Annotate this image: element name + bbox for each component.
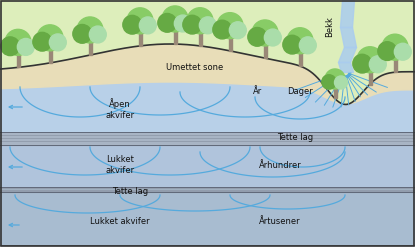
Circle shape	[183, 15, 202, 34]
Bar	[17, 51, 20, 67]
Circle shape	[378, 42, 397, 61]
Text: Tette lag: Tette lag	[112, 186, 148, 195]
Bar	[139, 30, 142, 46]
Bar	[173, 28, 176, 44]
Polygon shape	[0, 0, 415, 104]
Circle shape	[139, 17, 156, 34]
Text: Åpen
akvifer: Åpen akvifer	[105, 98, 134, 120]
Bar	[334, 86, 337, 98]
Circle shape	[353, 54, 371, 73]
Circle shape	[369, 56, 386, 73]
Circle shape	[33, 32, 51, 51]
Circle shape	[322, 75, 336, 89]
Bar	[264, 42, 266, 58]
Circle shape	[89, 26, 106, 43]
Bar	[298, 50, 302, 66]
Circle shape	[357, 47, 383, 73]
Bar	[49, 47, 51, 63]
Circle shape	[283, 35, 302, 54]
Circle shape	[394, 43, 411, 60]
Text: Lukket
akvifer: Lukket akvifer	[105, 155, 134, 175]
Bar	[393, 56, 396, 72]
Circle shape	[123, 15, 142, 34]
Text: Tette lag: Tette lag	[277, 132, 313, 142]
Bar	[88, 39, 91, 55]
Circle shape	[199, 17, 216, 34]
Circle shape	[49, 34, 66, 51]
Circle shape	[264, 29, 281, 46]
Bar	[369, 69, 371, 85]
Circle shape	[248, 27, 266, 46]
Text: Bekk: Bekk	[325, 17, 334, 38]
Circle shape	[299, 37, 316, 54]
Circle shape	[287, 28, 313, 54]
Circle shape	[1, 37, 20, 56]
Text: Århundrer: Århundrer	[259, 161, 301, 169]
Circle shape	[325, 69, 345, 89]
Circle shape	[252, 20, 278, 46]
Circle shape	[213, 20, 232, 39]
Bar	[198, 30, 202, 46]
Text: Umettet sone: Umettet sone	[166, 62, 224, 71]
Circle shape	[77, 17, 103, 43]
Circle shape	[334, 76, 347, 89]
Circle shape	[217, 13, 243, 39]
Text: År: År	[254, 87, 263, 97]
Circle shape	[127, 8, 153, 34]
Circle shape	[382, 34, 408, 60]
Circle shape	[158, 14, 176, 32]
Text: Årtusener: Årtusener	[259, 217, 301, 226]
Polygon shape	[0, 44, 415, 104]
Circle shape	[5, 29, 31, 55]
Circle shape	[229, 22, 246, 39]
Circle shape	[73, 24, 92, 43]
Text: Dager: Dager	[287, 87, 313, 97]
Circle shape	[162, 6, 188, 32]
Circle shape	[187, 8, 213, 34]
Circle shape	[174, 15, 191, 32]
Circle shape	[17, 39, 34, 55]
Bar	[229, 35, 232, 51]
Text: Lukket akvifer: Lukket akvifer	[90, 217, 150, 226]
Circle shape	[37, 25, 63, 51]
